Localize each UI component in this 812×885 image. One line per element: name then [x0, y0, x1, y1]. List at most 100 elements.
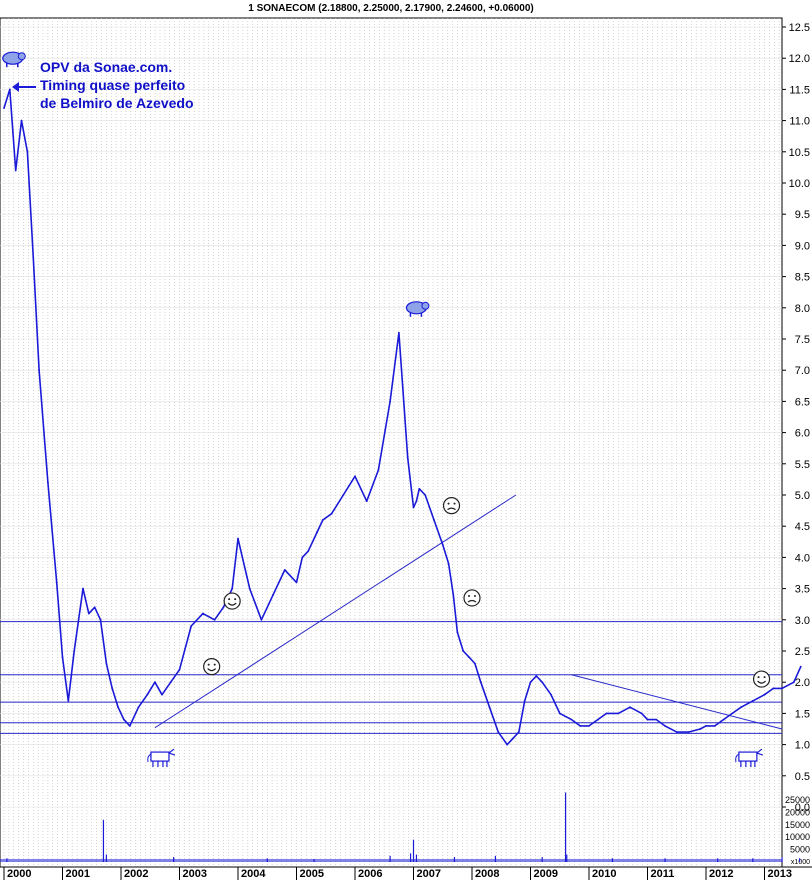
- price-point: [213, 618, 216, 621]
- bull-icon: [147, 748, 176, 768]
- price-point: [488, 706, 491, 709]
- price-tick-label: 9.5: [795, 209, 810, 221]
- price-point: [67, 700, 70, 702]
- price-point: [699, 728, 702, 730]
- price-point: [260, 618, 263, 621]
- smiley-icon-mouth: [227, 602, 237, 606]
- price-point: [316, 531, 318, 534]
- price-point: [452, 593, 455, 596]
- frown-icon-face: [442, 497, 461, 515]
- price-point: [231, 587, 234, 590]
- x-axis: 2000 2001 2002 2003 2004 2005 2006 2007 2008 2009…: [3, 867, 792, 880]
- annotation-line-1: OPV da Sonae.com.: [40, 59, 173, 75]
- price-point: [248, 587, 251, 590]
- price-tick-label: 10.0: [789, 178, 810, 190]
- price-point: [763, 693, 766, 696]
- x-tick-label: 2007: [417, 868, 441, 880]
- bull-horns: [168, 748, 176, 756]
- price-tick-label: 4.5: [795, 521, 810, 533]
- volume-tick-label: 15000: [785, 820, 810, 830]
- smiley-icon-face: [203, 657, 221, 676]
- x-tick-label: 2012: [709, 868, 733, 880]
- price-point: [713, 724, 716, 727]
- price-tick-label: 1.0: [795, 740, 810, 752]
- frown-icon-eye: [468, 594, 470, 597]
- price-point: [523, 700, 526, 702]
- bull-tail: [147, 753, 152, 763]
- price-point: [365, 500, 368, 503]
- price-point: [178, 668, 181, 671]
- price-point: [447, 562, 450, 565]
- bear-icon: [2, 51, 26, 68]
- annotation-line-2: Timing quase perfeito: [40, 77, 186, 93]
- volume-axis: 25000 20000 15000 10000 5000 x1000: [785, 795, 810, 866]
- price-point: [283, 568, 286, 571]
- price-point: [377, 469, 380, 471]
- price-point: [46, 481, 49, 484]
- price-tick-label: 8.0: [795, 303, 810, 315]
- price-point: [222, 606, 225, 609]
- price-point: [82, 587, 84, 590]
- price-tick-label: 0.0: [795, 802, 810, 814]
- price-point: [93, 606, 96, 609]
- volume-baseline: [0, 859, 782, 862]
- price-point: [330, 512, 333, 515]
- price-point: [412, 506, 415, 509]
- x-tick-label: 2009: [534, 868, 558, 880]
- price-point: [123, 718, 125, 721]
- price-point: [529, 681, 532, 684]
- frown-icon-eye: [447, 502, 450, 505]
- x-tick-label: 2011: [651, 868, 675, 880]
- price-point: [154, 681, 156, 684]
- x-tick-label: 2006: [358, 868, 382, 880]
- price-point: [705, 724, 707, 727]
- bull-body: [738, 751, 758, 762]
- price-point: [32, 256, 35, 259]
- price-point: [99, 618, 102, 621]
- price-point: [550, 693, 552, 696]
- price-point: [406, 456, 409, 459]
- frown-icon-face: [463, 589, 481, 607]
- price-tick-label: 11.0: [789, 116, 810, 128]
- price-point: [646, 718, 649, 721]
- smiley-icon-eye: [763, 676, 766, 679]
- price-point: [321, 519, 324, 521]
- price-point: [105, 662, 108, 665]
- price-point: [497, 731, 500, 734]
- price-point: [169, 681, 172, 684]
- frown-icon-mouth: [467, 599, 477, 603]
- price-point: [731, 712, 734, 715]
- price-point: [640, 712, 643, 715]
- x-tick-label: 2013: [768, 868, 792, 880]
- price-point: [570, 718, 573, 721]
- price-point: [20, 119, 23, 122]
- price-point: [772, 687, 775, 690]
- price-point: [397, 331, 400, 334]
- price-point: [751, 700, 754, 702]
- frown-icon: [442, 497, 461, 515]
- trend-line: [154, 494, 517, 729]
- price-tick-label: 0.5: [795, 771, 810, 783]
- price-point: [354, 475, 356, 478]
- price-point: [629, 706, 631, 709]
- price-tick-label: 10.5: [789, 147, 810, 159]
- price-tick-label: 7.0: [795, 365, 810, 377]
- price-point: [342, 494, 345, 496]
- price-point: [596, 718, 599, 721]
- smiley-icon-eye: [213, 663, 216, 666]
- price-point: [301, 556, 304, 559]
- smiley-icon-eye: [757, 676, 760, 679]
- price-tick-label: 6.0: [795, 428, 810, 440]
- price-point: [535, 675, 538, 677]
- frown-icon-eye: [453, 502, 456, 505]
- price-point: [456, 631, 459, 634]
- price-point: [664, 724, 666, 727]
- x-tick-label: 2004: [241, 868, 266, 880]
- price-point: [237, 537, 239, 540]
- x-tick-label: 2008: [475, 868, 499, 880]
- price-tick-label: 3.0: [795, 615, 810, 627]
- price-point: [441, 544, 444, 546]
- price-point: [87, 612, 90, 615]
